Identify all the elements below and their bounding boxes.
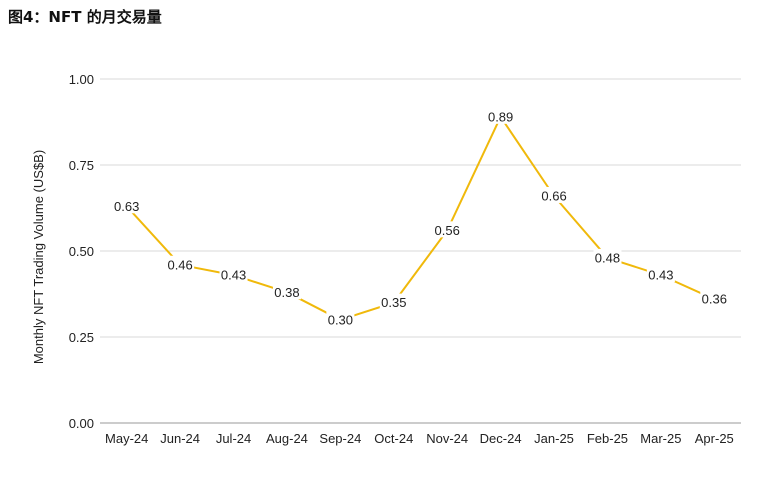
data-label: 0.63 <box>114 199 139 214</box>
data-label-background <box>540 186 569 203</box>
y-tick-label: 0.50 <box>69 244 94 259</box>
x-tick-label: Sep-24 <box>319 431 361 446</box>
data-labels: 0.63 0.46 0.43 0.38 0.30 0.35 0.56 0.89 0.66 0.48… <box>112 107 729 327</box>
y-tick-label: 0.00 <box>69 416 94 431</box>
data-label: 0.36 <box>702 292 727 307</box>
y-axis-ticks: 0.00 0.25 0.50 0.75 1.00 <box>69 72 94 431</box>
data-label: 0.35 <box>381 295 406 310</box>
data-label-background <box>166 255 195 272</box>
page-title: 图4：NFT 的月交易量 <box>8 8 162 26</box>
data-label: 0.43 <box>648 268 673 283</box>
series <box>125 115 716 322</box>
data-label-background <box>486 107 515 124</box>
data-label: 0.48 <box>595 250 620 265</box>
data-label: 0.46 <box>167 257 192 272</box>
data-label: 0.38 <box>274 285 299 300</box>
y-tick-label: 0.75 <box>69 158 94 173</box>
x-axis-ticks: May-24 Jun-24 Jul-24 Aug-24 Sep-24 Oct-24 Nov-… <box>105 431 734 446</box>
data-label: 0.89 <box>488 109 513 124</box>
x-tick-label: Mar-25 <box>640 431 681 446</box>
x-tick-label: Apr-25 <box>695 431 734 446</box>
x-tick-label: May-24 <box>105 431 148 446</box>
y-tick-label: 1.00 <box>69 72 94 87</box>
x-tick-label: Aug-24 <box>266 431 308 446</box>
data-label-background <box>700 290 729 307</box>
x-tick-label: Nov-24 <box>426 431 468 446</box>
x-tick-label: Dec-24 <box>480 431 522 446</box>
data-label-background <box>379 293 408 310</box>
x-tick-label: Jan-25 <box>534 431 574 446</box>
data-label-background <box>593 248 622 265</box>
data-label-background <box>219 266 248 283</box>
data-label-background <box>646 266 675 283</box>
series-line <box>125 115 715 321</box>
data-label: 0.66 <box>541 188 566 203</box>
data-label: 0.30 <box>328 312 353 327</box>
data-label-background <box>433 221 462 238</box>
data-label-background <box>326 310 355 327</box>
x-tick-label: Feb-25 <box>587 431 628 446</box>
y-axis-label: Monthly NFT Trading Volume (US$B) <box>31 150 46 364</box>
y-tick-label: 0.25 <box>69 330 94 345</box>
data-label-background <box>112 197 141 214</box>
gridlines <box>100 78 741 424</box>
x-tick-label: Jul-24 <box>216 431 251 446</box>
data-label: 0.56 <box>435 223 460 238</box>
x-tick-label: Oct-24 <box>374 431 413 446</box>
data-label-background <box>272 283 301 300</box>
data-label: 0.43 <box>221 268 246 283</box>
x-tick-label: Jun-24 <box>160 431 200 446</box>
